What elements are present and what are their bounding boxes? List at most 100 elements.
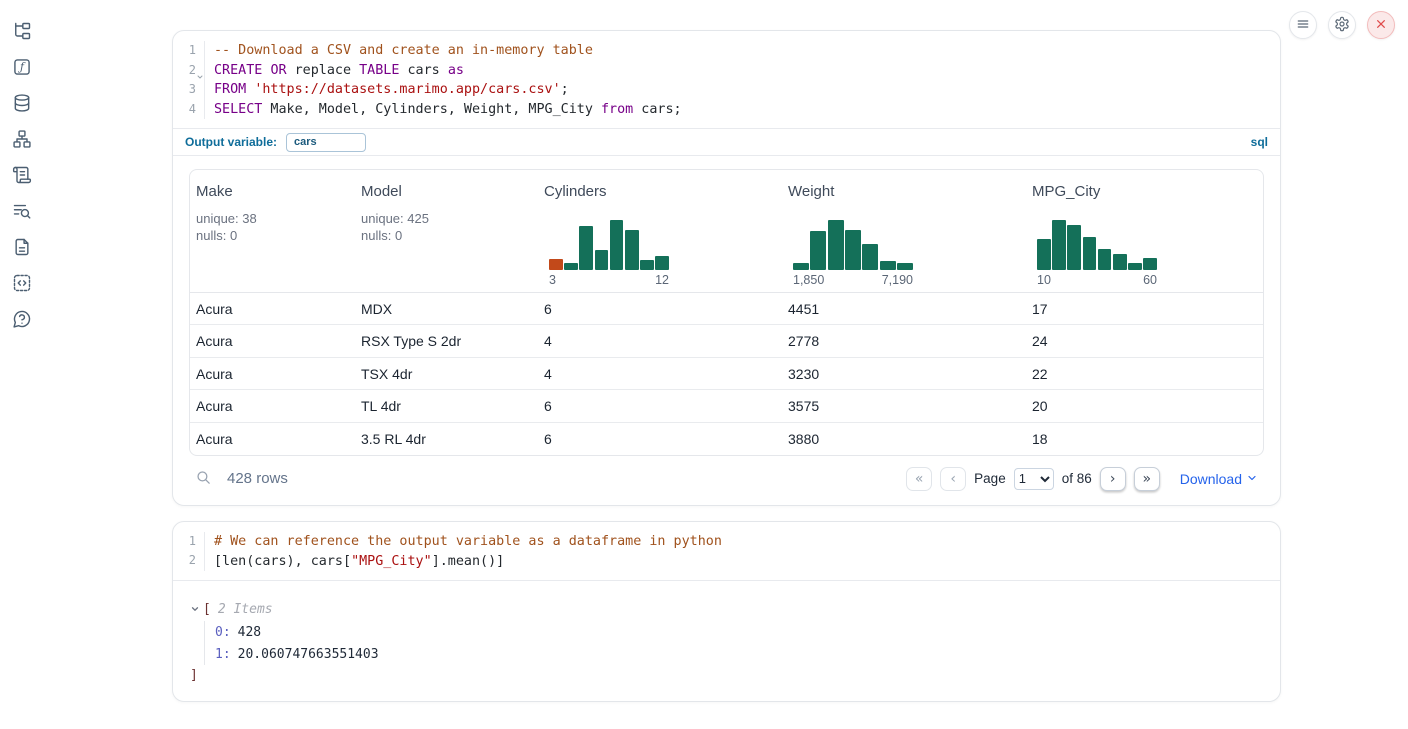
code-line: 1 # We can reference the output variable… [173,531,1280,552]
open-bracket: [ [203,601,211,617]
chevron-right-icon: › [1109,470,1116,487]
output-variable-row: Output variable: sql [173,128,1280,155]
output-variable-label: Output variable: [185,135,278,150]
column-header-make[interactable]: Make unique: 38 nulls: 0 [190,170,355,293]
hist-max-label: 60 [1143,272,1157,287]
fold-chevron-icon[interactable] [196,68,204,88]
hist-min-label: 3 [549,272,556,287]
next-page-button[interactable]: › [1099,466,1126,491]
column-label: Weight [788,183,835,201]
scroll-icon [12,165,32,188]
python-code-editor[interactable]: 1 # We can reference the output variable… [173,522,1280,580]
item-value: 428 [237,624,262,640]
sidebar-item-snippets[interactable] [11,274,33,294]
cylinders-histogram[interactable]: 3 12 [549,219,669,287]
table-row: Acura TSX 4dr 4 3230 22 [190,356,1263,390]
python-cell-output: [ 2 Items 0: 428 1: 20.060747663551403 ] [173,580,1280,701]
line-number: 4 [173,99,205,120]
topbar-actions [1289,11,1395,39]
column-label: MPG_City [1032,183,1101,201]
column-header-model[interactable]: Model unique: 425 nulls: 0 [355,170,538,293]
collapse-chevron-icon[interactable] [190,604,200,614]
total-pages-label: of 86 [1061,471,1092,487]
sql-comment: -- Download a CSV and create an in-memor… [214,43,593,59]
sidebar-item-help[interactable] [11,310,33,330]
list-item: 1: 20.060747663551403 [215,643,1264,665]
code-line: 2 [len(cars), cars["MPG_City"].mean()] [173,551,1280,572]
hamburger-icon [1295,16,1311,35]
search-list-icon [12,201,32,224]
language-badge: sql [1250,135,1268,150]
file-text-icon [12,237,32,260]
menu-button[interactable] [1289,11,1317,39]
column-stats: unique: 425 nulls: 0 [361,211,429,244]
table-row: Acura RSX Type S 2dr 4 2778 24 [190,324,1263,358]
sidebar-item-outline[interactable] [11,166,33,186]
column-header-cylinders[interactable]: Cylinders 3 12 [538,170,782,293]
first-page-button[interactable]: « [906,466,933,491]
items-count: 2 Items [217,601,273,617]
close-bracket: ] [190,667,198,683]
settings-button[interactable] [1328,11,1356,39]
output-variable-input[interactable] [286,132,367,152]
chevrons-right-icon: » [1142,470,1152,487]
chevron-down-icon [1246,471,1258,487]
hist-max-label: 7,190 [881,272,913,287]
weight-histogram[interactable]: 1,850 7,190 [793,219,914,287]
page-select[interactable]: 1 [1013,467,1054,490]
line-number: 2 [173,60,205,81]
sidebar-item-file-explorer[interactable] [11,22,33,42]
table-header-row: Make unique: 38 nulls: 0 Model unique: 42… [190,170,1263,293]
sidebar-item-logs[interactable] [11,202,33,222]
table-row: Acura TL 4dr 6 3575 20 [190,389,1263,423]
code-brackets-icon [12,273,32,296]
sidebar-item-documentation[interactable] [11,238,33,258]
function-square-icon: ƒ [12,57,32,80]
sidebar-item-variables[interactable]: ƒ [11,58,33,78]
python-cell: 1 # We can reference the output variable… [172,520,1281,703]
line-number: 2 [173,551,205,572]
close-icon [1373,16,1389,35]
previous-page-button[interactable]: ‹ [940,466,967,491]
last-page-button[interactable]: » [1133,466,1160,491]
row-count: 428 rows [227,470,288,488]
column-header-mpg-city[interactable]: MPG_City 10 60 [1026,170,1263,293]
table-search-button[interactable] [195,469,212,489]
hist-min-label: 10 [1037,272,1051,287]
hist-max-label: 12 [655,272,669,287]
hist-min-label: 1,850 [793,272,825,287]
item-index: 0: [215,624,231,640]
table-row: Acura MDX 6 4451 17 [196,300,1048,317]
notebook: 1 -- Download a CSV and create an in-mem… [172,30,1281,703]
download-button[interactable]: Download [1180,471,1258,487]
shutdown-button[interactable] [1367,11,1395,39]
column-header-weight[interactable]: Weight 1,850 7,190 [782,170,1026,293]
code-line: 3 FROM 'https://datasets.marimo.app/cars… [173,80,1280,100]
item-value: 20.060747663551403 [237,646,379,662]
page-label: Page [974,471,1006,487]
line-number: 1 [173,41,205,61]
line-number: 1 [173,531,205,552]
chevrons-left-icon: « [914,470,924,487]
list-item: 0: 428 [215,621,1264,643]
column-label: Model [361,183,402,201]
mpg-city-histogram[interactable]: 10 60 [1037,219,1157,287]
sql-code-editor[interactable]: 1 -- Download a CSV and create an in-mem… [173,31,1280,128]
data-table: Make unique: 38 nulls: 0 Model unique: 42… [189,169,1264,456]
svg-text:ƒ: ƒ [18,60,26,73]
code-line: 1 -- Download a CSV and create an in-mem… [173,41,1280,61]
sidebar-item-dependency-graph[interactable] [11,129,33,152]
column-label: Make [196,183,233,201]
gear-icon [1334,16,1350,35]
search-icon [195,469,212,489]
table-row: Acura 3.5 RL 4dr 6 3880 18 [190,421,1263,455]
network-icon [12,129,32,152]
sidebar-panel-toolbar: ƒ [0,0,44,729]
tree-entries: 0: 428 1: 20.060747663551403 [204,621,1264,666]
column-label: Cylinders [544,183,607,201]
python-comment: # We can reference the output variable a… [214,534,722,550]
sidebar-item-datasources[interactable] [11,93,33,116]
database-icon [12,93,32,116]
tree-root: [ 2 Items [190,599,1264,619]
code-line: 4 SELECT Make, Model, Cylinders, Weight,… [173,99,1280,120]
